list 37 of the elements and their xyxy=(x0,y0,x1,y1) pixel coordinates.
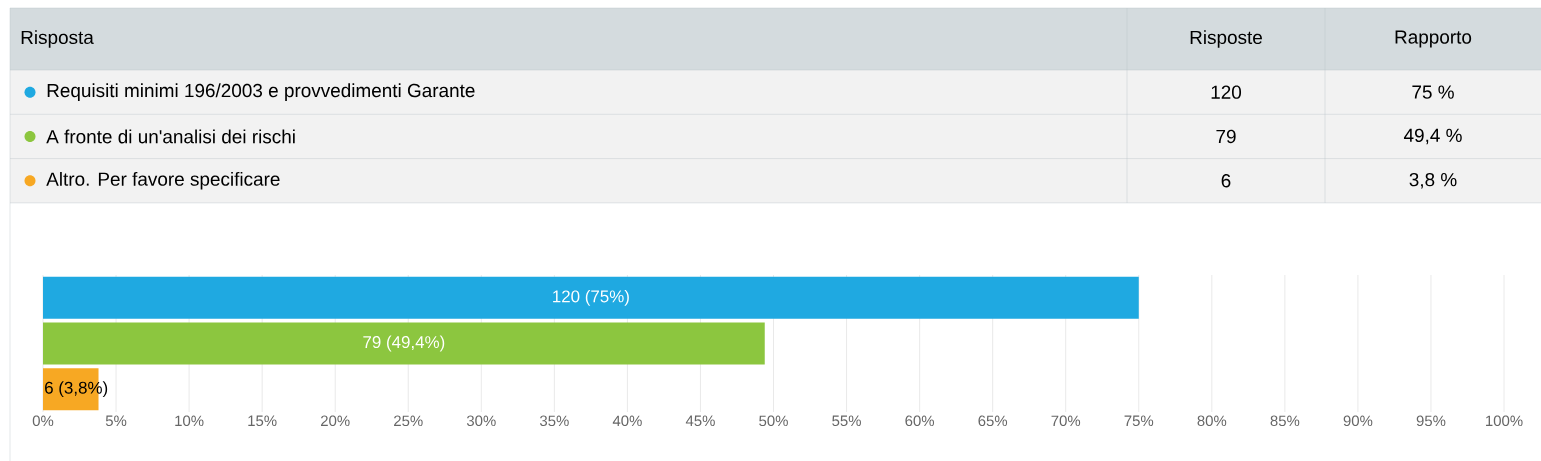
x-tick-label: 60% xyxy=(905,415,935,427)
data-label: 79 (49,4%) xyxy=(363,335,445,352)
x-tick-label: 25% xyxy=(394,415,423,427)
x-tick-label: 85% xyxy=(1270,415,1300,427)
x-tick-label: 45% xyxy=(685,415,715,427)
x-tick-label: 30% xyxy=(466,415,496,427)
x-tick-label: 0% xyxy=(32,415,54,427)
bar xyxy=(43,276,1139,319)
x-tick-label: 20% xyxy=(321,415,350,427)
x-tick-label: 15% xyxy=(248,415,277,427)
text: 120 xyxy=(1211,85,1242,99)
text: Rapporto xyxy=(1395,30,1472,48)
x-tick-label: 50% xyxy=(759,415,788,427)
text: 75 % xyxy=(1412,85,1454,99)
text: A fronte di un'analisi dei rischi xyxy=(46,129,295,144)
x-tick-label: 70% xyxy=(1051,415,1081,427)
text: Risposta xyxy=(21,30,94,48)
text: Risposte xyxy=(1190,30,1262,48)
text: 6 xyxy=(1221,174,1231,188)
text: 79 xyxy=(1216,129,1236,144)
text: 49,4 % xyxy=(1403,128,1462,145)
x-tick-label: 55% xyxy=(832,415,861,427)
x-tick-label: 40% xyxy=(612,415,642,427)
bar xyxy=(43,322,765,365)
text: Altro. Per favore specificare xyxy=(46,171,280,190)
text: Requisiti minimi 196/2003 e provvedimenti Garante xyxy=(47,83,475,101)
x-tick-label: 100% xyxy=(1486,415,1523,427)
x-tick-label: 5% xyxy=(105,415,127,427)
text: 3,8 % xyxy=(1409,172,1457,189)
x-tick-label: 80% xyxy=(1197,415,1227,427)
x-tick-label: 90% xyxy=(1343,415,1373,427)
data-label: 120 (75%) xyxy=(553,289,629,306)
x-tick-label: 95% xyxy=(1416,415,1446,427)
x-tick-label: 75% xyxy=(1124,415,1154,427)
x-tick-label: 65% xyxy=(978,415,1008,427)
x-tick-label: 10% xyxy=(175,415,204,427)
x-tick-label: 35% xyxy=(539,415,569,427)
